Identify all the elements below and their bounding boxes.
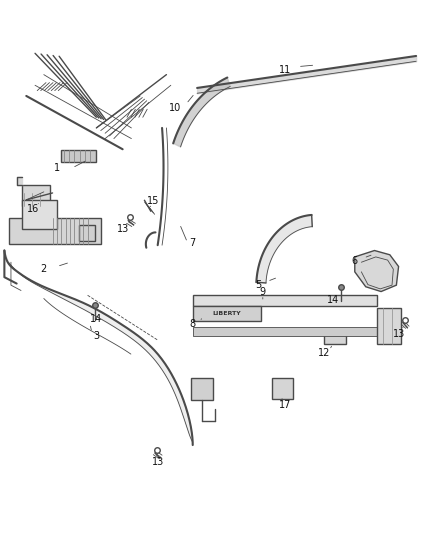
Polygon shape	[17, 177, 22, 185]
Text: 14: 14	[327, 295, 339, 305]
FancyBboxPatch shape	[377, 308, 401, 344]
Text: 2: 2	[41, 264, 47, 274]
Text: 15: 15	[147, 196, 159, 206]
FancyBboxPatch shape	[324, 329, 346, 344]
FancyBboxPatch shape	[193, 306, 261, 321]
Polygon shape	[355, 251, 399, 292]
Polygon shape	[256, 215, 312, 283]
Text: 6: 6	[352, 256, 358, 266]
FancyBboxPatch shape	[79, 225, 95, 241]
FancyBboxPatch shape	[22, 185, 50, 206]
Polygon shape	[173, 77, 230, 147]
FancyBboxPatch shape	[22, 200, 57, 229]
Text: 16: 16	[27, 205, 39, 214]
Text: 3: 3	[93, 331, 99, 341]
Text: 17: 17	[279, 400, 291, 410]
Text: 12: 12	[318, 349, 330, 358]
Text: 11: 11	[279, 66, 291, 75]
Text: 13: 13	[117, 224, 129, 234]
FancyBboxPatch shape	[61, 150, 96, 162]
Text: 9: 9	[260, 287, 266, 296]
Text: 1: 1	[54, 163, 60, 173]
Text: 7: 7	[190, 238, 196, 247]
FancyBboxPatch shape	[193, 327, 385, 336]
Text: LIBERTY: LIBERTY	[212, 311, 241, 317]
Text: 13: 13	[392, 329, 405, 339]
Text: 14: 14	[90, 314, 102, 324]
FancyBboxPatch shape	[9, 218, 101, 244]
FancyBboxPatch shape	[193, 295, 377, 306]
Text: 8: 8	[190, 319, 196, 328]
Text: 5: 5	[255, 280, 261, 290]
Text: 10: 10	[169, 103, 181, 112]
Text: 13: 13	[152, 457, 164, 467]
FancyBboxPatch shape	[272, 378, 293, 399]
Polygon shape	[4, 251, 193, 445]
FancyBboxPatch shape	[191, 378, 213, 400]
